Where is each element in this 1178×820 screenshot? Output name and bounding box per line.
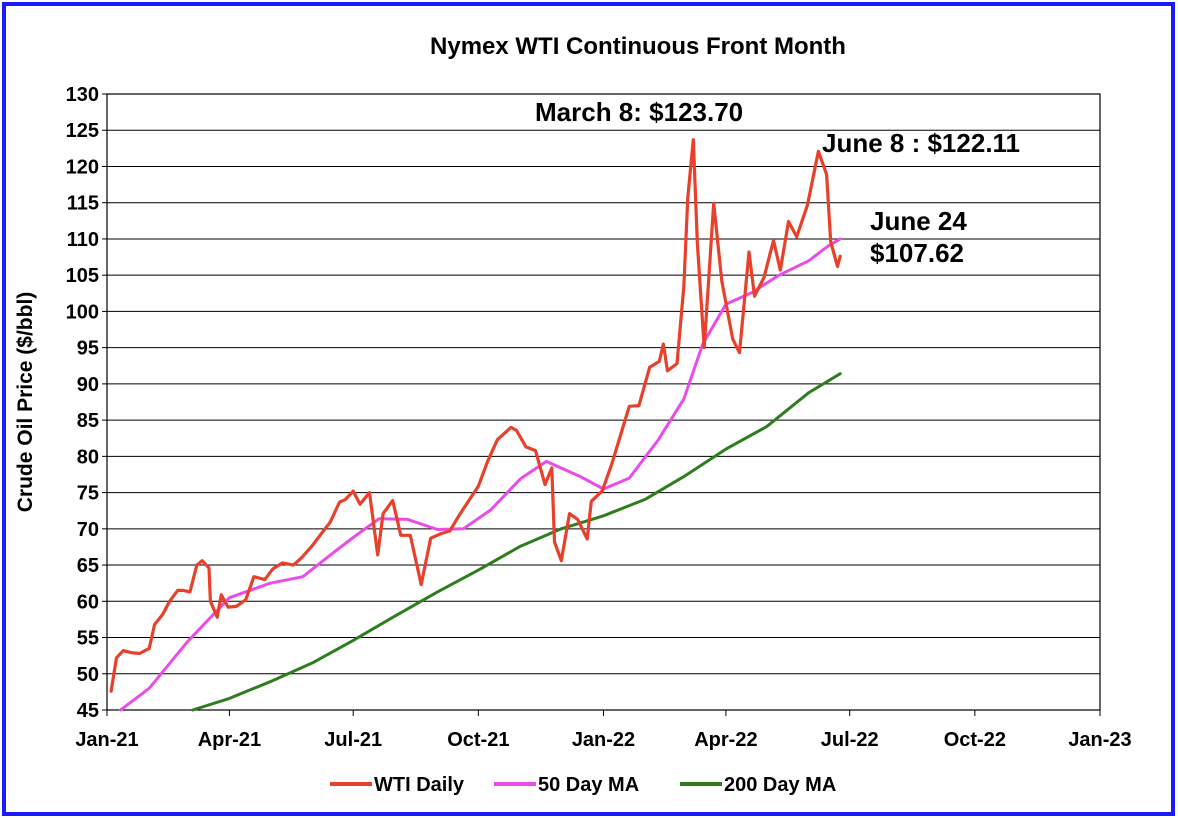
y-tick-label: 115 [67, 193, 99, 215]
y-tick-label: 90 [77, 374, 99, 396]
y-tick-label: 70 [77, 519, 99, 541]
y-tick-label: 110 [67, 229, 99, 251]
y-tick-label: 60 [77, 591, 99, 613]
x-tick-label: Jan-21 [75, 729, 138, 751]
y-axis-label: Crude Oil Price ($/bbl) [14, 292, 37, 513]
plot-area [106, 93, 1101, 711]
y-tick-label: 95 [77, 338, 99, 360]
y-tick-label: 125 [66, 120, 99, 142]
annotation-june24-price: $107.62 [870, 238, 964, 268]
x-tick-label: Jan-22 [572, 729, 635, 751]
y-tick-label: 45 [77, 700, 99, 722]
x-tick-labels: Jan-21 Apr-21 Jul-21 Oct-21 Jan-22 Apr-22 Jul-… [75, 710, 1132, 751]
x-tick-label: Jul-21 [324, 729, 382, 751]
y-tick-label: 55 [77, 628, 99, 650]
x-tick-label: Oct-22 [944, 729, 1006, 751]
legend-label-wti-daily: WTI Daily [374, 774, 465, 796]
y-tick-label: 50 [77, 664, 99, 686]
chart-title: Nymex WTI Continuous Front Month [430, 33, 846, 60]
y-tick-label: 75 [77, 483, 99, 505]
gridlines [107, 129, 1100, 675]
series-line-wti-daily [109, 138, 842, 693]
y-tick-label: 80 [77, 446, 99, 468]
y-tick-label: 105 [66, 265, 99, 287]
legend-label-50day-ma: 50 Day MA [538, 774, 639, 796]
y-tick-label: 85 [77, 410, 99, 432]
y-tick-label: 130 [66, 84, 99, 106]
y-tick-label: 100 [66, 301, 99, 323]
annotation-june24-date: June 24 [870, 206, 967, 236]
x-tick-label: Jan-23 [1068, 729, 1131, 751]
series-line-200-day-ma [191, 372, 842, 712]
series-line-50-day-ma [119, 237, 842, 712]
y-tick-labels: 45 50 55 60 65 70 75 80 85 90 95 100 105 110 115 120 125… [66, 84, 107, 722]
series-lines [109, 138, 842, 712]
legend: WTI Daily 50 Day MA 200 Day MA [330, 774, 836, 796]
legend-label-200day-ma: 200 Day MA [724, 774, 836, 796]
annotation-june8: June 8 : $122.11 [822, 128, 1020, 158]
x-tick-label: Apr-21 [198, 729, 261, 751]
annotation-march8: March 8: $123.70 [535, 97, 743, 127]
y-tick-label: 120 [66, 156, 99, 178]
x-tick-label: Jul-22 [821, 729, 879, 751]
x-tick-label: Oct-21 [447, 729, 509, 751]
x-tick-label: Apr-22 [694, 729, 757, 751]
y-tick-label: 65 [77, 555, 99, 577]
